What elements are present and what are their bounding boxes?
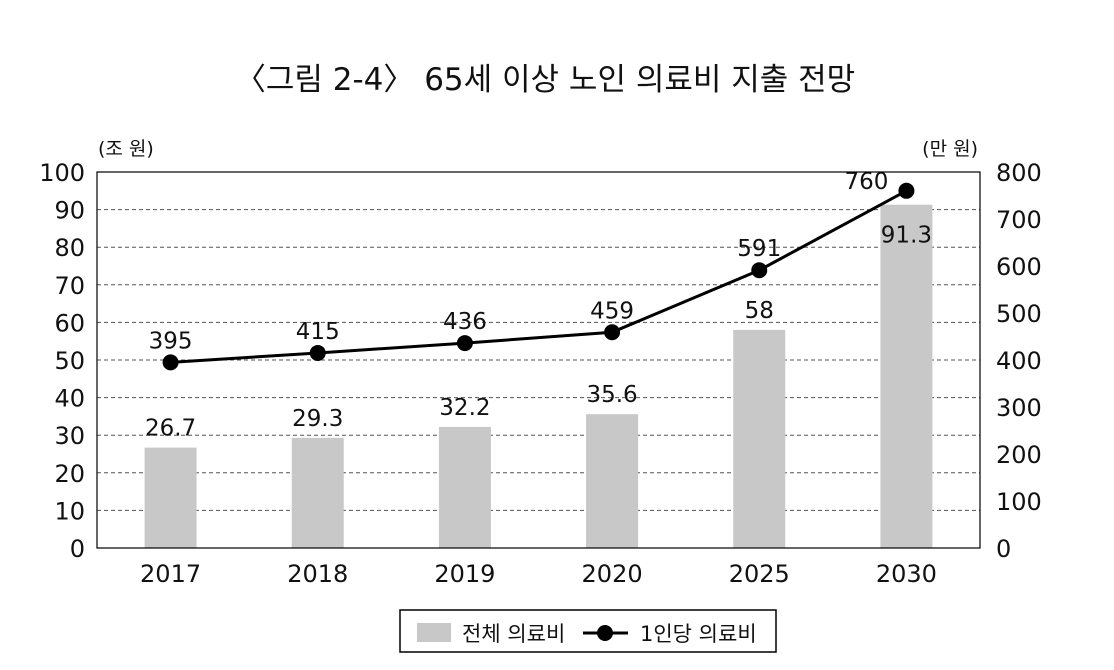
right-tick-label: 200 (996, 441, 1042, 469)
bar (880, 204, 933, 548)
legend-label-total: 전체 의료비 (462, 622, 565, 646)
right-tick-label: 0 (996, 535, 1011, 563)
bar (733, 329, 786, 548)
line-point (751, 262, 768, 279)
chart-title: 〈그림 2-4〉 65세 이상 노인 의료비 지출 전망 (235, 62, 855, 98)
line-value-label: 415 (296, 319, 340, 345)
line-point (456, 335, 473, 352)
left-tick-label: 90 (54, 197, 85, 225)
x-tick-label: 2019 (434, 560, 495, 588)
right-tick-label: 500 (996, 300, 1042, 328)
line-value-label: 395 (149, 328, 193, 354)
left-tick-label: 20 (54, 460, 85, 488)
left-tick-label: 100 (39, 159, 85, 187)
line-value-label: 459 (590, 298, 634, 324)
right-axis-unit: (만 원) (922, 138, 978, 160)
bar-value-label: 32.2 (439, 395, 490, 421)
bar-value-label: 29.3 (292, 406, 343, 432)
legend-bar-swatch (417, 623, 451, 642)
x-tick-label: 2017 (140, 560, 201, 588)
bar (438, 426, 491, 548)
x-tick-label: 2025 (729, 560, 790, 588)
left-axis-unit: (조 원) (98, 138, 154, 160)
right-tick-label: 600 (996, 253, 1042, 281)
line-value-label: 436 (443, 309, 487, 335)
left-tick-label: 60 (54, 309, 85, 337)
left-tick-label: 70 (54, 272, 85, 300)
series-line (170, 189, 908, 364)
right-tick-label: 800 (996, 159, 1042, 187)
bar (291, 437, 344, 548)
bar (144, 447, 197, 548)
x-tick-label: 2030 (876, 560, 937, 588)
legend-box (399, 609, 777, 653)
bar-value-label: 58 (745, 298, 774, 324)
left-tick-label: 0 (70, 535, 85, 563)
right-tick-label: 400 (996, 347, 1042, 375)
right-tick-label: 300 (996, 394, 1042, 422)
right-tick-label: 700 (996, 206, 1042, 234)
right-tick-label: 100 (996, 488, 1042, 516)
plot-frame (96, 171, 981, 549)
line-value-label: 591 (737, 236, 781, 262)
bar (586, 414, 639, 548)
left-tick-label: 80 (54, 234, 85, 262)
legend-label-per-capita: 1인당 의료비 (640, 622, 757, 646)
x-tick-label: 2020 (582, 560, 643, 588)
left-tick-label: 50 (54, 347, 85, 375)
line-point (898, 182, 915, 199)
bar-value-label: 35.6 (586, 382, 637, 408)
left-tick-label: 30 (54, 422, 85, 450)
bar-value-label: 26.7 (145, 416, 196, 442)
line-point (604, 324, 621, 341)
x-tick-label: 2018 (287, 560, 348, 588)
left-tick-label: 10 (54, 497, 85, 525)
line-point (162, 354, 179, 371)
left-tick-label: 40 (54, 385, 85, 413)
line-point (309, 344, 326, 361)
legend-marker (597, 625, 613, 641)
legend: 전체 의료비 1인당 의료비 (399, 609, 777, 653)
line-value-label: 760 (844, 169, 888, 195)
bar-value-label: 91.3 (881, 223, 932, 249)
